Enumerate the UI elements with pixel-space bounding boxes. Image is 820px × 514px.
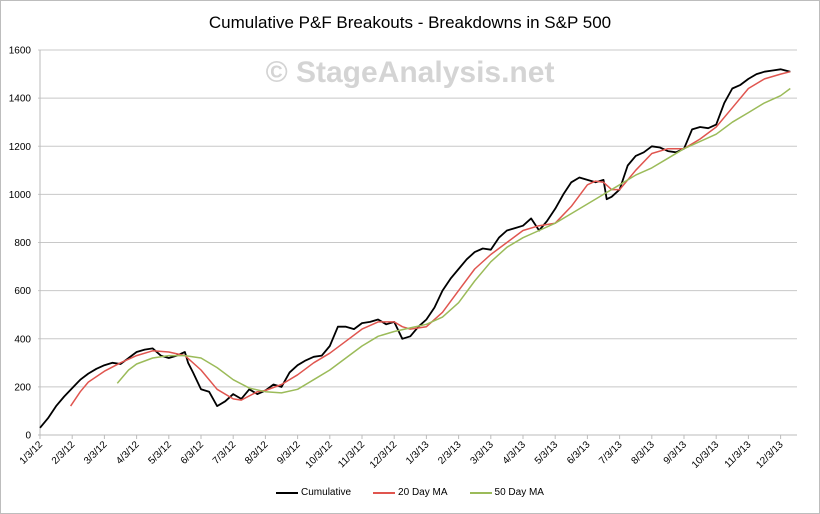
y-tick-label: 400 <box>14 334 31 345</box>
x-tick-label: 8/3/13 <box>629 439 657 467</box>
x-tick-label: 10/3/12 <box>304 439 336 471</box>
x-tick-label: 2/3/12 <box>50 439 78 467</box>
legend-item: 50 Day MA <box>469 487 544 498</box>
x-tick-label: 11/3/13 <box>723 439 754 470</box>
y-tick-label: 600 <box>14 286 31 297</box>
x-tick-label: 10/3/13 <box>690 439 722 471</box>
legend-swatch <box>276 491 299 494</box>
legend-item: 20 Day MA <box>373 487 448 498</box>
x-tick-label: 3/3/12 <box>82 439 110 467</box>
legend-label: 50 Day MA <box>494 487 544 498</box>
x-tick-label: 1/3/13 <box>404 439 432 467</box>
series-line-50-day-ma <box>116 87 791 394</box>
x-tick-label: 12/3/13 <box>754 439 786 471</box>
y-tick-label: 200 <box>14 382 31 393</box>
x-tick-label: 7/3/12 <box>211 439 239 467</box>
x-tick-label: 9/3/12 <box>275 439 303 467</box>
x-tick-label: 11/3/12 <box>336 439 367 470</box>
x-tick-label: 3/3/13 <box>468 439 496 467</box>
watermark: © StageAnalysis.net <box>265 56 555 89</box>
y-tick-label: 1200 <box>9 142 32 153</box>
legend-swatch <box>469 491 492 494</box>
x-tick-label: 6/3/12 <box>179 439 207 467</box>
x-tick-label: 2/3/13 <box>436 439 464 467</box>
legend-label: Cumulative <box>301 487 352 498</box>
y-tick-label: 1600 <box>9 46 32 57</box>
legend-label: 20 Day MA <box>398 487 448 498</box>
x-tick-label: 8/3/12 <box>243 439 271 467</box>
x-tick-label: 1/3/12 <box>18 439 46 467</box>
x-tick-label: 9/3/13 <box>662 439 690 467</box>
y-tick-label: 1400 <box>9 94 32 105</box>
x-tick-label: 7/3/13 <box>597 439 625 467</box>
x-tick-label: 5/3/12 <box>146 439 174 467</box>
x-tick-label: 4/3/12 <box>114 439 142 467</box>
y-tick-label: 1000 <box>9 190 32 201</box>
legend: Cumulative 20 Day MA 50 Day MA <box>0 487 820 498</box>
series-line-cumulative <box>39 68 791 429</box>
x-tick-label: 6/3/13 <box>565 439 593 467</box>
x-tick-label: 5/3/13 <box>533 439 561 467</box>
legend-item: Cumulative <box>276 487 351 498</box>
y-tick-label: 800 <box>14 238 31 249</box>
y-tick-label: 0 <box>25 431 31 442</box>
series-line-20-day-ma <box>69 70 791 407</box>
chart-title: Cumulative P&F Breakouts - Breakdowns in… <box>208 13 612 32</box>
x-tick-label: 12/3/12 <box>368 439 400 471</box>
x-tick-label: 4/3/13 <box>501 439 529 467</box>
legend-swatch <box>373 491 396 494</box>
